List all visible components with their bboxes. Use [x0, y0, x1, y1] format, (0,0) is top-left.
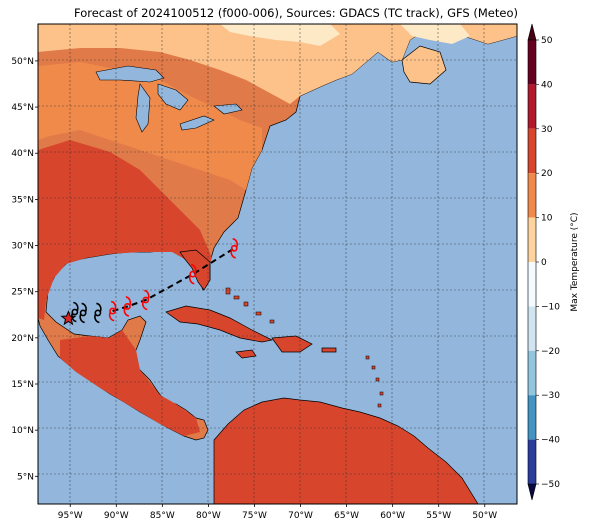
- colorbar-tick-label: 10: [541, 214, 553, 224]
- hispaniola-island: [271, 335, 313, 353]
- colorbar-tick-label: −20: [541, 347, 560, 357]
- lat-tick-label: 25°N: [11, 288, 34, 298]
- gridlines: [38, 24, 517, 504]
- lat-tick-label: 15°N: [11, 380, 34, 390]
- lat-tick-label: 5°N: [17, 472, 34, 482]
- cyclone-icon: [123, 296, 132, 317]
- colorbar-block: [528, 262, 536, 307]
- longitude-ticks: 95°W 90°W 85°W 80°W 75°W 70°W 65°W 60°W 55°W 50°W: [58, 504, 497, 521]
- colorbar-block: [528, 84, 536, 129]
- great-lakes: [95, 65, 243, 133]
- colorbar: 50 40 30 20 10 0 −10 −20 −30 −40 −50 Max Temperatu…: [527, 23, 580, 501]
- colorbar-block: [528, 173, 536, 218]
- cyclone-icon: [142, 289, 150, 311]
- lat-tick-label: 50°N: [11, 57, 34, 67]
- lat-tick-label: 45°N: [11, 103, 34, 113]
- jamaica-island: [235, 349, 257, 359]
- lon-tick-label: 90°W: [104, 511, 129, 521]
- colorbar-tick-label: 50: [541, 36, 553, 46]
- track-line: [112, 247, 235, 313]
- lon-tick-label: 55°W: [426, 511, 451, 521]
- cyclone-icon: [230, 238, 238, 259]
- colorbar-tick-label: −40: [541, 436, 560, 446]
- cyclone-icon: [108, 300, 117, 322]
- lon-tick-label: 95°W: [58, 511, 83, 521]
- cyclone-icon: [79, 302, 87, 324]
- cold-region-north: [220, 24, 340, 46]
- colorbar-tick-label: 20: [541, 169, 553, 179]
- cyclone-icon: [94, 302, 102, 324]
- colorbar-block: [528, 306, 536, 351]
- lon-tick-label: 85°W: [150, 511, 175, 521]
- colorbar-bottom-arrow: [527, 483, 537, 501]
- current-position-star-icon: [60, 310, 77, 326]
- storm-track: [60, 238, 238, 326]
- lon-tick-label: 70°W: [288, 511, 313, 521]
- lon-tick-label: 50°W: [472, 511, 497, 521]
- lon-tick-label: 65°W: [334, 511, 359, 521]
- lon-tick-label: 75°W: [242, 511, 267, 521]
- colorbar-block: [528, 350, 536, 396]
- lat-tick-label: 35°N: [11, 195, 34, 205]
- colorbar-tick-label: 0: [541, 258, 547, 268]
- lat-tick-label: 30°N: [11, 242, 34, 252]
- cold-region-northeast: [400, 24, 470, 44]
- lesser-antilles: [365, 355, 384, 408]
- latitude-ticks: 50°N 45°N 40°N 35°N 30°N 25°N 20°N 15°N 10°N 5°N: [11, 57, 38, 482]
- map-frame: [37, 23, 518, 505]
- cool-region-north: [38, 24, 517, 104]
- colorbar-block: [528, 128, 536, 174]
- lon-tick-label: 60°W: [380, 511, 405, 521]
- south-america-land: [213, 397, 479, 504]
- map-title: Forecast of 2024100512 (f000-006), Sourc…: [74, 6, 518, 20]
- colorbar-tick-label: 30: [541, 125, 553, 135]
- lat-tick-label: 40°N: [11, 149, 34, 159]
- warm-region-north: [38, 62, 262, 190]
- colorbar-tick-label: 40: [541, 80, 553, 90]
- hot-region-south: [38, 140, 212, 320]
- colorbar-top-arrow: [527, 23, 537, 41]
- hot-region-central-america: [60, 330, 200, 436]
- lat-tick-label: 20°N: [11, 334, 34, 344]
- map-area: [38, 24, 517, 504]
- lon-tick-label: 80°W: [196, 511, 221, 521]
- lat-tick-label: 10°N: [11, 426, 34, 436]
- colorbar-block: [528, 395, 536, 440]
- cyclone-icon: [71, 301, 79, 323]
- colorbar-label: Max Temperature (°C): [570, 212, 580, 311]
- cyclone-icon: [188, 263, 197, 285]
- colorbar-block: [528, 40, 536, 85]
- colorbar-block: [528, 217, 536, 262]
- colorbar-block: [528, 439, 536, 484]
- colorbar-tick-label: −10: [541, 302, 560, 312]
- cuba-island: [165, 305, 274, 343]
- colorbar-tick-label: −30: [541, 391, 560, 401]
- puerto-rico-island: [321, 347, 337, 353]
- colorbar-tick-label: −50: [541, 480, 560, 490]
- bahamas-islands: [225, 287, 275, 324]
